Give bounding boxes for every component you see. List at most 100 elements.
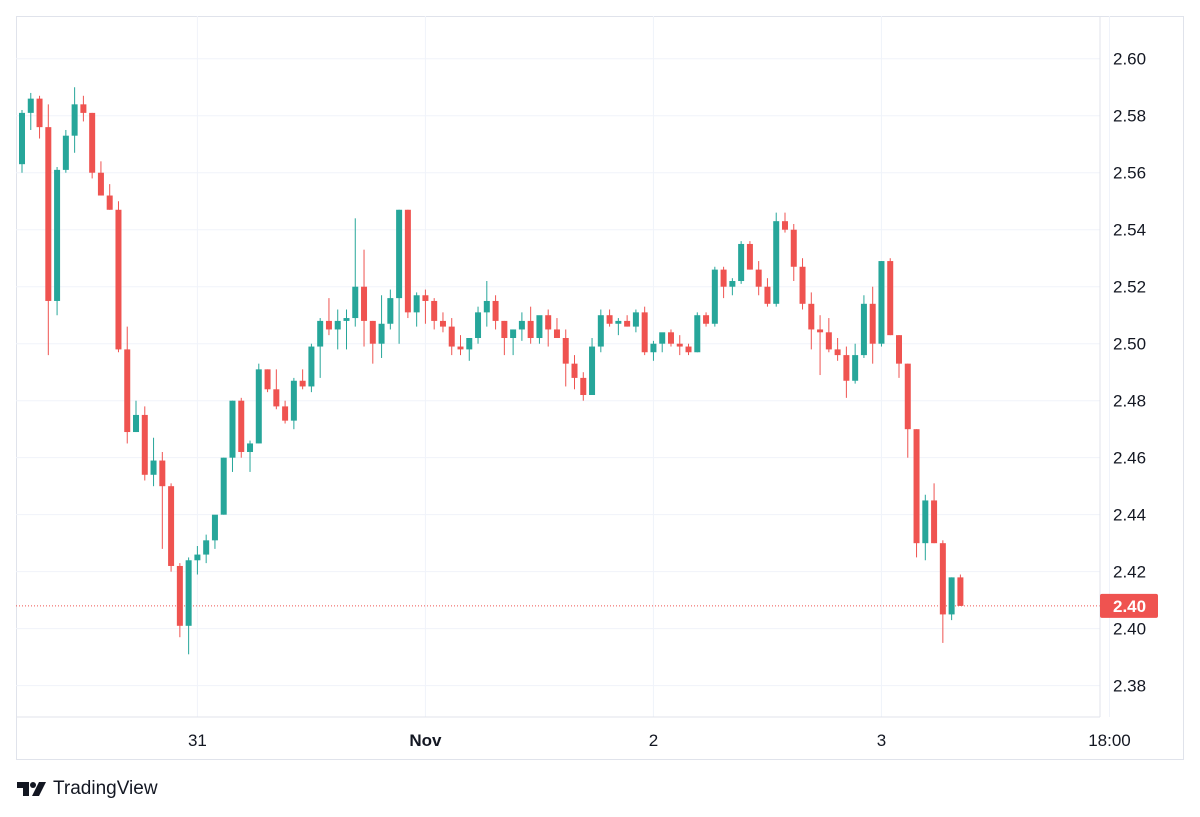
last-price-badge: 2.40: [1100, 593, 1158, 618]
y-tick-label: 2.42: [1113, 563, 1146, 582]
candle-down: [282, 400, 289, 424]
candle-down: [746, 241, 753, 270]
candle-body: [729, 281, 736, 287]
candle-up: [738, 241, 745, 284]
candle-body: [203, 540, 210, 555]
y-tick-label: 2.46: [1113, 449, 1146, 468]
candle-body: [939, 543, 946, 615]
candle-body: [492, 300, 499, 321]
candle-down: [676, 335, 683, 356]
candle-body: [676, 343, 683, 347]
candle-up: [308, 343, 315, 393]
candle-body: [799, 266, 806, 304]
candle-body: [650, 343, 657, 353]
candle-body: [159, 460, 166, 487]
candle-body: [904, 363, 911, 430]
candle-up: [659, 332, 666, 353]
y-tick-label: 2.44: [1113, 506, 1146, 525]
time-axis[interactable]: 31 Nov 2 3 18:00: [188, 731, 1131, 750]
candle-down: [869, 286, 876, 364]
candle-body: [466, 338, 473, 350]
candle-up: [150, 437, 157, 487]
price-axis[interactable]: 2.60 2.58 2.56 2.54 2.52 2.50 2.48 2.46 2.44 2.42…: [1113, 50, 1146, 696]
y-tick-label: 2.48: [1113, 392, 1146, 411]
candle-body: [922, 500, 929, 544]
candle-down: [299, 369, 306, 390]
candle-body: [238, 400, 245, 452]
candle-body: [255, 369, 262, 444]
candle-body: [755, 269, 762, 287]
candle-body: [957, 577, 964, 606]
candle-down: [45, 104, 52, 356]
candle-body: [913, 429, 920, 544]
candle-body: [764, 286, 771, 304]
candle-down: [887, 258, 894, 336]
candle-body: [264, 369, 271, 390]
candle-body: [887, 261, 894, 336]
candle-body: [133, 414, 140, 433]
candle-down: [264, 369, 271, 393]
candle-up: [255, 363, 262, 444]
candle-up: [290, 377, 297, 430]
candle-body: [817, 329, 824, 333]
candle-down: [439, 312, 446, 333]
candle-down: [501, 320, 508, 356]
candle-up: [948, 577, 955, 621]
candle-body: [185, 560, 192, 626]
candle-body: [62, 135, 69, 170]
candle-down: [404, 209, 411, 319]
candle-body: [703, 315, 710, 324]
candle-body: [896, 335, 902, 364]
candle-up: [852, 343, 859, 384]
tradingview-logo[interactable]: TradingView: [17, 778, 158, 800]
candle-down: [641, 306, 648, 356]
candle-body: [869, 303, 876, 344]
candle-body: [773, 221, 780, 304]
candle-body: [282, 406, 289, 421]
candle-body: [273, 389, 280, 407]
candle-body: [781, 221, 788, 230]
candle-down: [492, 295, 499, 330]
candle-body: [580, 377, 587, 395]
y-tick-label: 2.58: [1113, 107, 1146, 126]
candle-down: [939, 540, 946, 643]
candle-body: [720, 269, 727, 287]
candle-body: [615, 320, 622, 324]
candle-up: [229, 400, 236, 472]
candle-body: [439, 320, 446, 327]
candle-body: [457, 346, 464, 350]
candle-up: [19, 110, 25, 173]
candle-body: [45, 127, 52, 301]
candle-body: [948, 577, 955, 615]
candle-body: [247, 443, 254, 452]
y-tick-label: 2.40: [1113, 620, 1146, 639]
x-tick-label: 2: [649, 731, 658, 750]
candle-up: [334, 309, 341, 350]
candle-up: [536, 315, 543, 344]
candle-up: [352, 218, 359, 327]
candle-down: [527, 306, 534, 344]
candle-body: [860, 303, 867, 356]
candle-body: [229, 400, 236, 458]
y-tick-label: 2.38: [1113, 677, 1146, 696]
candle-down: [106, 184, 113, 210]
x-tick-label: 18:00: [1088, 731, 1131, 750]
candle-up: [387, 289, 394, 330]
candle-body: [694, 315, 701, 353]
candle-up: [203, 534, 210, 564]
candle-body: [124, 349, 131, 433]
candle-down: [703, 312, 710, 327]
candle-down: [553, 318, 560, 339]
candle-body: [632, 312, 639, 327]
candle-down: [817, 315, 824, 376]
candle-up: [71, 87, 78, 153]
candle-up: [317, 318, 324, 378]
candle-body: [396, 209, 403, 299]
candle-down: [957, 574, 964, 606]
candle-up: [773, 212, 780, 307]
candle-up: [878, 261, 885, 347]
candle-body: [571, 363, 578, 378]
candle-down: [790, 224, 797, 282]
candle-body: [685, 346, 692, 353]
